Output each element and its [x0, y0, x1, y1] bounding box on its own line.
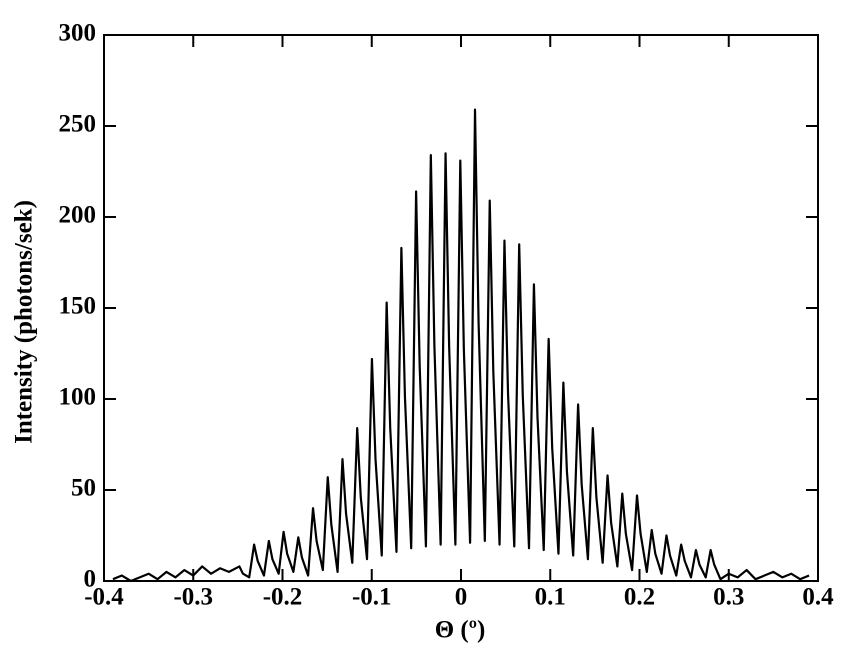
y-tick-label: 200	[59, 202, 97, 229]
x-tick-label: 0.4	[802, 584, 834, 611]
x-tick-label: -0.3	[173, 584, 213, 611]
x-tick-label: -0.1	[352, 584, 392, 611]
x-axis-label: Θ (º)	[435, 617, 486, 644]
y-tick-label: 0	[84, 566, 97, 593]
x-tick-label: 0.2	[624, 584, 655, 611]
x-tick-label: 0.3	[713, 584, 744, 611]
x-tick-label: -0.4	[84, 584, 124, 611]
x-tick-label: -0.2	[263, 584, 303, 611]
y-tick-label: 100	[59, 384, 97, 411]
y-tick-label: 300	[59, 20, 97, 47]
plot-frame	[103, 34, 819, 582]
y-tick-label: 250	[59, 111, 97, 138]
x-tick-label: 0	[455, 584, 468, 611]
data-line	[112, 108, 810, 583]
y-tick-label: 50	[71, 475, 96, 502]
y-axis-label: Intensity (photons/sek)	[11, 200, 38, 444]
x-tick-label: 0.1	[535, 584, 566, 611]
y-tick-label: 150	[59, 293, 97, 320]
